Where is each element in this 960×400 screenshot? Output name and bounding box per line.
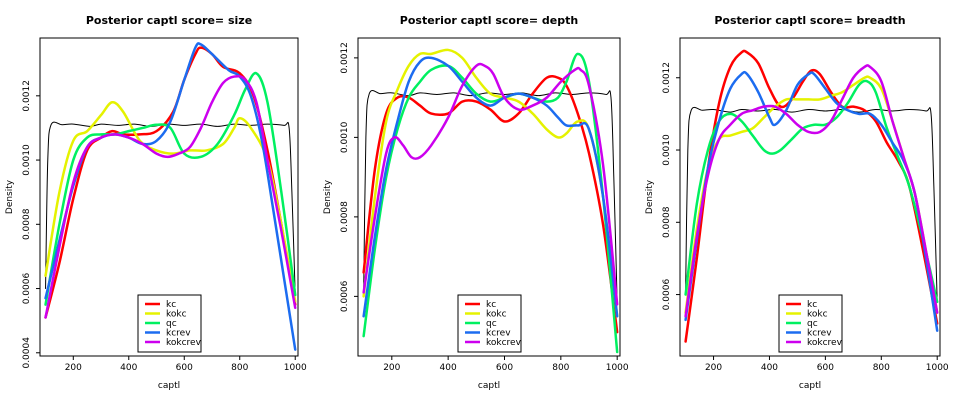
series-line-qc <box>684 79 939 304</box>
y-tick-label: 0.0012 <box>340 42 350 74</box>
legend-label: kc <box>166 300 176 310</box>
chart-panel-1: Posterior captl score= size 200 400 600 800 1… <box>5 14 307 391</box>
y-tick-label: 0.0006 <box>340 280 350 312</box>
legend-label: kokcrev <box>486 338 522 348</box>
chart-title: Posterior captl score= depth <box>400 14 578 27</box>
y-tick-label: 0.0008 <box>22 208 32 240</box>
series-line-qc <box>362 52 619 354</box>
legend-label: kokc <box>486 310 507 320</box>
series-line-reference <box>363 89 618 305</box>
x-tick-label: 800 <box>873 363 890 373</box>
x-tick-label: 400 <box>440 363 457 373</box>
legend-label: kcrev <box>486 329 511 339</box>
series-line-kokc <box>44 100 297 303</box>
x-tick-label: 1000 <box>284 363 307 373</box>
y-tick-label: 0.0008 <box>340 201 350 233</box>
legend-label: kc <box>807 300 817 310</box>
series-line-kokc <box>362 48 619 318</box>
series-lines <box>44 42 297 351</box>
chart-title: Posterior captl score= breadth <box>714 14 905 27</box>
x-tick-label: 200 <box>705 363 722 373</box>
legend-label: kokcrev <box>807 338 843 348</box>
y-tick-label: 0.0004 <box>22 337 32 369</box>
y-axis-label: Density <box>645 179 655 214</box>
y-tick-label: 0.0006 <box>22 273 32 305</box>
y-tick-label: 0.0010 <box>662 134 672 166</box>
y-axis-label: Density <box>5 179 15 214</box>
series-lines <box>362 48 619 354</box>
y-tick-label: 0.0012 <box>662 62 672 94</box>
x-axis-label: captl <box>799 381 821 391</box>
series-line-kokcrev <box>362 62 619 306</box>
x-tick-label: 1000 <box>926 363 949 373</box>
series-line-kokcrev <box>44 74 297 319</box>
chart-panel-2: Posterior captl score= depth 200 400 600 800… <box>323 14 629 391</box>
y-tick-label: 0.0008 <box>662 206 672 238</box>
legend-label: kokcrev <box>166 338 202 348</box>
legend-label: kokc <box>166 310 187 320</box>
legend-label: qc <box>486 319 497 329</box>
legend-label: kc <box>486 300 496 310</box>
chart-panel-3: Posterior captl score= breadth 200 400 600 8… <box>645 14 949 391</box>
x-axis-label: captl <box>158 381 180 391</box>
x-tick-label: 200 <box>65 363 82 373</box>
series-line-kc <box>362 74 619 334</box>
legend-label: qc <box>166 319 177 329</box>
legend-label: qc <box>807 319 818 329</box>
x-tick-label: 1000 <box>606 363 629 373</box>
legend-label: kcrev <box>166 329 191 339</box>
x-tick-label: 800 <box>552 363 569 373</box>
series-line-kokc <box>684 75 939 314</box>
series-line-reference <box>45 121 296 296</box>
legend-label: kokc <box>807 310 828 320</box>
x-tick-label: 800 <box>231 363 248 373</box>
series-line-qc <box>44 71 297 306</box>
series-line-kcrev <box>684 70 939 332</box>
series-line-kc <box>44 46 297 319</box>
x-tick-label: 200 <box>383 363 400 373</box>
legend-label: kcrev <box>807 329 832 339</box>
series-line-reference <box>685 106 938 303</box>
y-tick-label: 0.0012 <box>22 80 32 112</box>
plot-frame <box>357 37 621 357</box>
y-tick-label: 0.0010 <box>340 121 350 153</box>
series-line-kcrev <box>362 56 619 318</box>
chart-title: Posterior captl score= size <box>86 14 252 27</box>
plot-frame <box>39 37 299 357</box>
x-tick-label: 600 <box>496 363 513 373</box>
x-axis-label: captl <box>478 381 500 391</box>
x-tick-label: 400 <box>761 363 778 373</box>
x-tick-label: 600 <box>176 363 193 373</box>
x-tick-label: 600 <box>817 363 834 373</box>
y-tick-label: 0.0010 <box>22 144 32 176</box>
series-line-kokcrev <box>684 64 939 318</box>
plot-frame <box>679 37 941 357</box>
y-axis-label: Density <box>323 179 333 214</box>
y-tick-label: 0.0006 <box>662 279 672 311</box>
x-tick-label: 400 <box>120 363 137 373</box>
series-lines <box>684 49 939 343</box>
